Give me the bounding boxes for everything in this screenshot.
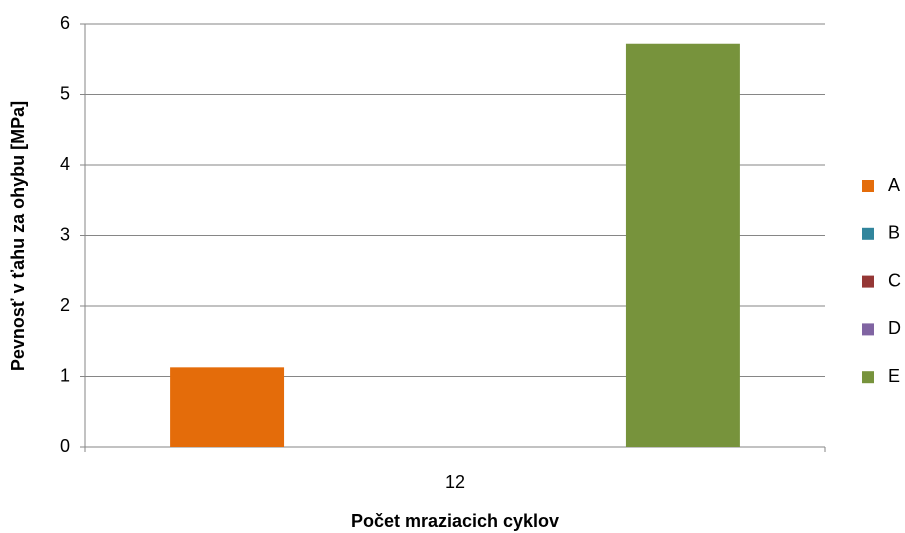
y-tick-label: 3 (60, 224, 70, 244)
y-tick-label: 2 (60, 295, 70, 315)
legend-label: A (888, 175, 900, 195)
y-tick-label: 1 (60, 365, 70, 385)
legend-label: D (888, 318, 901, 338)
legend-swatch (862, 323, 874, 336)
y-axis-label: Pevnosť v ťahu za ohybu [MPa] (8, 101, 28, 371)
x-axis-label: Počet mraziacich cyklov (351, 511, 559, 531)
y-tick-label: 4 (60, 154, 70, 174)
x-tick-label: 12 (445, 472, 465, 492)
legend-swatch (862, 227, 874, 240)
y-tick-label: 5 (60, 83, 70, 103)
legend-swatch (862, 180, 874, 192)
legend-label: B (888, 223, 900, 243)
y-tick-label: 0 (60, 436, 70, 456)
legend-label: E (888, 366, 900, 386)
y-tick-label: 6 (60, 13, 70, 33)
legend-label: C (888, 270, 901, 290)
bar (625, 43, 740, 448)
legend-swatch (862, 371, 874, 384)
legend-swatch (862, 275, 874, 288)
bar (170, 367, 285, 447)
